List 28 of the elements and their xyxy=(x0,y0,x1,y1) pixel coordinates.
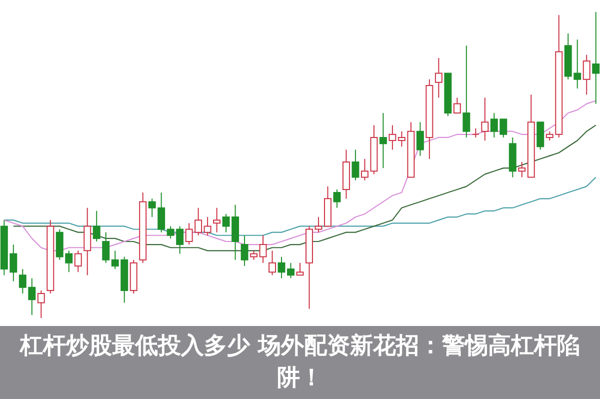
candlestick xyxy=(92,210,100,242)
candlestick xyxy=(582,54,590,96)
candlestick xyxy=(379,112,387,169)
text: 杠杆炒股最低投入多少 场外配资新花招：警惕高杠杆陷阱！ xyxy=(0,326,600,399)
candlestick xyxy=(268,250,276,276)
candlestick xyxy=(213,207,221,233)
candlestick xyxy=(287,262,294,279)
candlestick xyxy=(388,124,396,150)
candlestick xyxy=(102,232,110,264)
candlestick xyxy=(434,57,442,98)
candlestick xyxy=(296,262,304,276)
candlestick xyxy=(204,216,212,236)
candlestick xyxy=(250,250,258,260)
candlestick xyxy=(481,97,489,142)
candlestick xyxy=(592,12,600,104)
candlestick xyxy=(37,290,45,318)
candlestick xyxy=(74,250,82,273)
candlestick xyxy=(453,97,461,114)
candlestick xyxy=(259,234,267,264)
candlestick xyxy=(416,122,424,156)
candlestick xyxy=(314,216,322,233)
candlestick xyxy=(472,128,480,138)
candlestick xyxy=(333,188,341,208)
candlestick xyxy=(278,256,286,279)
candlestick xyxy=(518,161,526,178)
candlestick xyxy=(462,45,470,138)
candlestick xyxy=(240,234,248,266)
candlestick xyxy=(352,149,360,181)
